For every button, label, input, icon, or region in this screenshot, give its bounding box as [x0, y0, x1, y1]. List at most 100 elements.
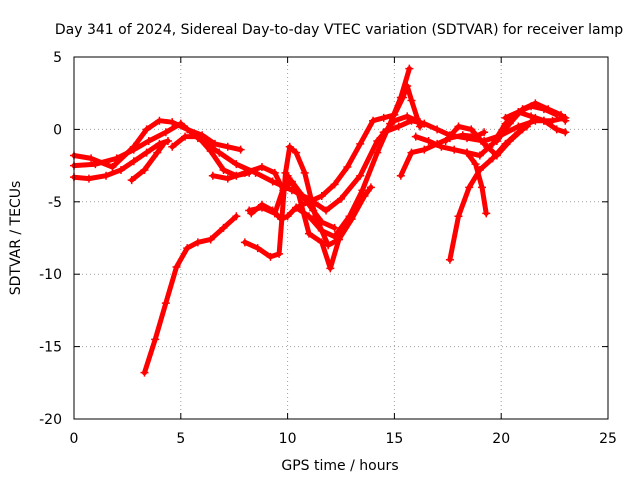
data-point	[548, 116, 557, 125]
data-point	[270, 209, 279, 218]
data-point	[454, 122, 463, 131]
y-tick-label: -15	[39, 340, 62, 356]
data-point	[317, 238, 326, 247]
data-point	[144, 136, 153, 145]
series-line	[447, 124, 530, 263]
data-point	[236, 145, 245, 154]
data-point	[232, 212, 241, 221]
data-point	[544, 105, 553, 114]
data-point	[501, 113, 510, 122]
data-point	[183, 244, 192, 253]
data-point	[480, 128, 489, 137]
data-point	[386, 119, 395, 128]
data-point	[322, 206, 331, 215]
data-point	[172, 262, 181, 271]
data-point	[445, 255, 454, 264]
data-point	[557, 110, 566, 119]
data-point	[87, 154, 96, 163]
y-tick-label: 5	[53, 50, 62, 66]
data-point	[347, 215, 356, 224]
data-point	[153, 148, 162, 157]
data-point	[420, 145, 429, 154]
data-point	[127, 176, 136, 185]
data-point	[163, 136, 172, 145]
data-point	[208, 171, 217, 180]
data-point	[373, 148, 382, 157]
data-point	[475, 151, 484, 160]
y-axis-label: SDTVAR / TECUs	[8, 181, 24, 296]
data-point	[360, 192, 369, 201]
data-point	[223, 142, 232, 151]
data-point	[463, 134, 472, 143]
series-arc-r	[492, 99, 570, 145]
data-point	[270, 168, 279, 177]
data-point	[219, 223, 228, 232]
data-point	[514, 108, 523, 117]
data-point	[168, 118, 177, 127]
data-point	[561, 128, 570, 137]
data-point	[102, 171, 111, 180]
data-point	[492, 136, 501, 145]
data-point	[292, 148, 301, 157]
data-point	[343, 163, 352, 172]
y-tick-label: -20	[39, 412, 62, 428]
data-point	[379, 128, 388, 137]
data-point	[477, 183, 486, 192]
data-point	[161, 299, 170, 308]
data-point	[501, 139, 510, 148]
data-point	[176, 119, 185, 128]
data-point	[420, 119, 429, 128]
series-line	[464, 150, 489, 216]
data-point	[161, 128, 170, 137]
plot-frame	[73, 56, 609, 420]
series-line	[293, 83, 423, 211]
data-point	[407, 96, 416, 105]
x-tick-label: 5	[176, 431, 185, 447]
chart-title: Day 341 of 2024, Sidereal Day-to-day VTE…	[55, 22, 623, 38]
data-point	[488, 139, 497, 148]
data-point	[257, 163, 266, 172]
data-point	[405, 64, 414, 73]
data-point	[454, 212, 463, 221]
series-line	[142, 213, 239, 376]
x-tick-label: 20	[492, 431, 510, 447]
series-arc-c	[70, 136, 172, 183]
data-point	[206, 147, 215, 156]
data-point	[463, 148, 472, 157]
data-point	[268, 177, 277, 186]
data-point	[407, 148, 416, 157]
x-tick-labels: 0 5 10 15 20 25	[70, 431, 617, 447]
data-point	[488, 154, 497, 163]
data-point	[168, 142, 177, 151]
data-point	[84, 174, 93, 183]
data-point	[219, 165, 228, 174]
data-point	[140, 165, 149, 174]
data-point	[91, 160, 100, 169]
data-point	[403, 112, 412, 121]
data-point	[193, 132, 202, 141]
data-point	[140, 368, 149, 377]
series-arc-s	[501, 108, 570, 137]
series-arc-j	[245, 171, 343, 273]
data-point	[411, 132, 420, 141]
data-point	[304, 197, 313, 206]
data-point	[471, 160, 480, 169]
y-tick-label: 0	[53, 122, 62, 138]
x-axis-label: GPS time / hours	[281, 458, 398, 474]
data-point	[223, 174, 232, 183]
series-arc-p	[445, 122, 531, 264]
data-point	[253, 244, 262, 253]
data-point	[514, 128, 523, 137]
x-tick-label: 15	[385, 431, 403, 447]
series-arc-i	[240, 142, 375, 261]
data-point	[142, 148, 151, 157]
data-point	[151, 335, 160, 344]
data-point	[356, 139, 365, 148]
data-point	[433, 125, 442, 134]
data-series	[70, 64, 570, 377]
data-point	[465, 183, 474, 192]
data-point	[527, 112, 536, 121]
data-point	[311, 212, 320, 221]
series-line	[129, 141, 167, 183]
data-point	[210, 139, 219, 148]
